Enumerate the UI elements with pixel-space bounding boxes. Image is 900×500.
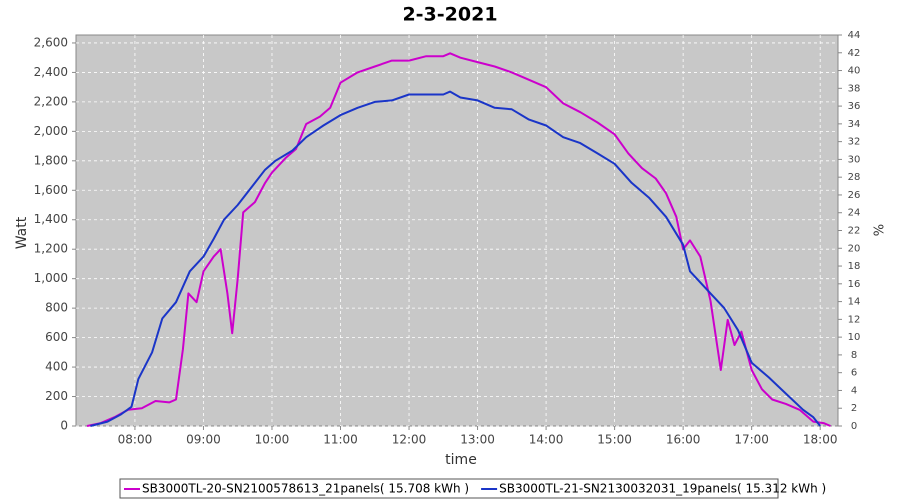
y-tick-label: 1,800 <box>34 153 68 167</box>
x-tick-label: 12:00 <box>392 433 427 447</box>
y-tick-label: 1,200 <box>34 242 68 256</box>
chart-title: 2-3-2021 <box>402 4 497 26</box>
y-tick-label: 2,200 <box>34 94 68 108</box>
y2-tick-label: 38 <box>848 83 861 94</box>
x-tick-label: 08:00 <box>118 433 153 447</box>
y2-tick-label: 28 <box>848 172 861 183</box>
y-tick-label: 800 <box>45 301 68 315</box>
x-tick-label: 16:00 <box>666 433 701 447</box>
x-tick-label: 18:00 <box>803 433 838 447</box>
y-tick-label: 1,000 <box>34 271 68 285</box>
x-tick-label: 17:00 <box>734 433 769 447</box>
y-tick-label: 0 <box>60 419 68 433</box>
x-tick-label: 15:00 <box>597 433 632 447</box>
y2-tick-label: 8 <box>851 350 857 361</box>
y2-tick-label: 44 <box>848 30 861 41</box>
y2-axis-label: % <box>873 224 888 236</box>
y2-tick-label: 10 <box>848 332 861 343</box>
legend-label: SB3000TL-20-SN2100578613_21panels( 15.70… <box>142 482 469 496</box>
y2-tick-label: 24 <box>848 208 861 219</box>
y2-tick-label: 18 <box>848 261 861 272</box>
x-tick-label: 11:00 <box>323 433 358 447</box>
y-tick-label: 2,600 <box>34 35 68 49</box>
y2-tick-label: 14 <box>848 297 861 308</box>
series-line <box>90 90 821 427</box>
y2-tick-label: 26 <box>848 190 861 201</box>
y2-tick-label: 16 <box>848 279 861 290</box>
x-tick-label: 13:00 <box>460 433 495 447</box>
y2-tick-label: 34 <box>848 119 861 130</box>
y2-tick-label: 36 <box>848 101 861 112</box>
y2-tick-label: 2 <box>851 403 857 414</box>
y-axis-label: Watt <box>14 216 30 249</box>
y2-tick-label: 40 <box>848 66 861 77</box>
y2-tick-label: 4 <box>851 385 857 396</box>
y-tick-label: 400 <box>45 360 68 374</box>
x-tick-label: 14:00 <box>529 433 564 447</box>
y-tick-label: 1,600 <box>34 183 68 197</box>
y-tick-label: 1,400 <box>34 212 68 226</box>
plot-area <box>75 34 839 427</box>
x-tick-label: 09:00 <box>186 433 221 447</box>
y2-tick-label: 6 <box>851 368 857 379</box>
legend-label: SB3000TL-21-SN2130032031_19panels( 15.31… <box>499 482 826 496</box>
y-tick-label: 2,000 <box>34 124 68 138</box>
y2-tick-label: 0 <box>851 421 857 432</box>
y-tick-label: 200 <box>45 389 68 403</box>
legend <box>119 478 779 499</box>
x-tick-label: 10:00 <box>255 433 290 447</box>
x-axis-label: time <box>445 452 477 468</box>
y-tick-label: 600 <box>45 330 68 344</box>
y2-tick-label: 12 <box>848 314 861 325</box>
y2-tick-label: 32 <box>848 137 861 148</box>
y2-tick-label: 42 <box>848 48 861 59</box>
y2-tick-label: 30 <box>848 154 861 165</box>
y-tick-label: 2,400 <box>34 65 68 79</box>
y2-tick-label: 22 <box>848 226 861 237</box>
y2-tick-label: 20 <box>848 243 861 254</box>
series-line <box>86 52 831 427</box>
